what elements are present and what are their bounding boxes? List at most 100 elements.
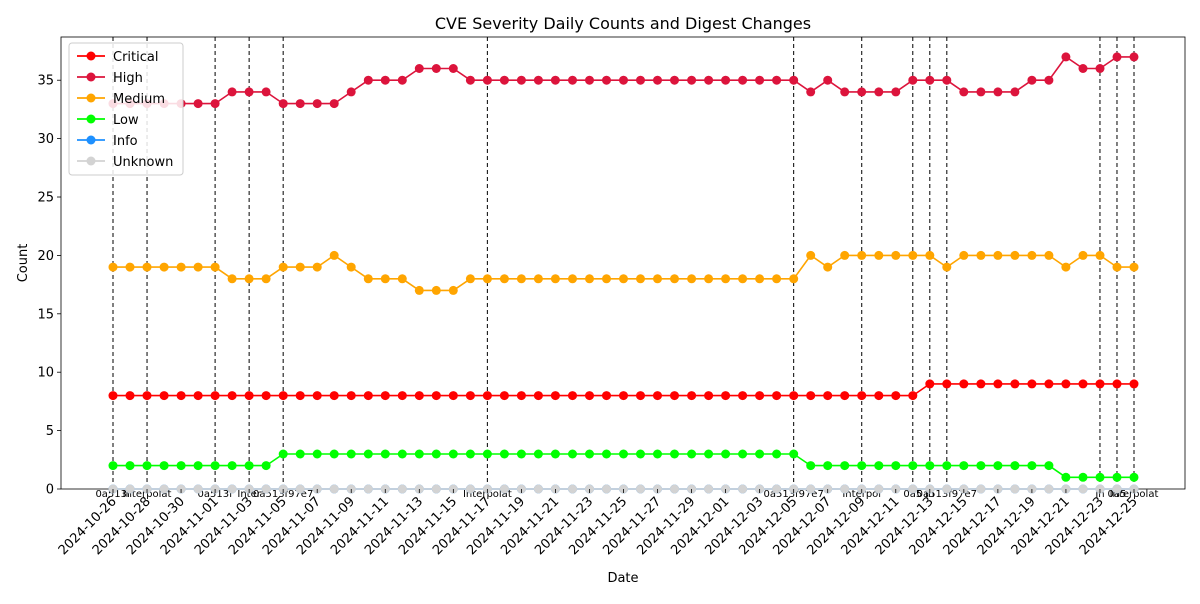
data-point bbox=[993, 250, 1003, 260]
legend-label: Medium bbox=[113, 92, 165, 107]
data-point bbox=[448, 285, 458, 295]
legend-label: Info bbox=[113, 134, 138, 149]
data-point bbox=[704, 391, 714, 401]
data-point bbox=[210, 262, 220, 272]
data-point bbox=[755, 274, 765, 284]
data-point bbox=[227, 274, 237, 284]
data-point bbox=[687, 274, 697, 284]
data-point bbox=[295, 391, 305, 401]
y-tick-label: 10 bbox=[37, 366, 54, 381]
data-point bbox=[176, 262, 186, 272]
digest-change-label: 0a513f97e7 bbox=[763, 489, 823, 500]
data-point bbox=[772, 391, 782, 401]
data-point bbox=[619, 75, 628, 85]
data-point bbox=[125, 262, 135, 272]
data-point bbox=[687, 75, 697, 85]
data-point bbox=[636, 75, 645, 85]
data-point bbox=[210, 461, 220, 471]
data-point bbox=[568, 449, 577, 459]
data-point bbox=[346, 449, 356, 459]
data-point bbox=[465, 484, 475, 494]
data-point bbox=[823, 75, 833, 85]
data-point bbox=[550, 274, 560, 284]
data-point bbox=[1044, 379, 1054, 389]
data-point bbox=[550, 391, 560, 401]
data-point bbox=[721, 391, 731, 401]
data-point bbox=[721, 75, 731, 85]
data-point bbox=[414, 64, 424, 73]
data-point bbox=[670, 75, 679, 85]
data-point bbox=[942, 461, 952, 471]
data-point bbox=[516, 449, 526, 459]
digest-change-label: In bbox=[1095, 489, 1104, 500]
data-point bbox=[908, 461, 918, 471]
data-point bbox=[516, 274, 526, 284]
data-point bbox=[772, 274, 782, 284]
data-point bbox=[346, 262, 356, 272]
data-point bbox=[1044, 484, 1054, 494]
data-point bbox=[142, 262, 152, 272]
legend-swatch-marker bbox=[86, 93, 96, 103]
data-point bbox=[619, 274, 628, 284]
data-point bbox=[772, 75, 782, 85]
data-point bbox=[346, 391, 356, 401]
data-point bbox=[159, 484, 169, 494]
data-point bbox=[210, 99, 220, 109]
data-point bbox=[789, 75, 799, 85]
data-point bbox=[380, 449, 390, 459]
legend-swatch-marker bbox=[86, 51, 96, 61]
digest-change-label: Interpol bbox=[842, 489, 881, 500]
data-point bbox=[550, 75, 560, 85]
data-point bbox=[176, 391, 186, 401]
data-point bbox=[210, 391, 220, 401]
y-axis-label: Count bbox=[16, 244, 31, 283]
data-point bbox=[261, 461, 271, 471]
data-point bbox=[908, 391, 918, 401]
data-point bbox=[397, 391, 407, 401]
data-point bbox=[1078, 250, 1088, 260]
data-point bbox=[448, 64, 458, 73]
data-point bbox=[1010, 461, 1020, 471]
data-point bbox=[193, 461, 203, 471]
y-tick-label: 5 bbox=[46, 424, 54, 439]
digest-change-label: In bbox=[925, 489, 934, 500]
data-point bbox=[840, 484, 850, 494]
data-point bbox=[585, 391, 594, 401]
data-point bbox=[602, 449, 611, 459]
data-point bbox=[738, 274, 748, 284]
data-point bbox=[772, 449, 782, 459]
data-point bbox=[125, 461, 135, 471]
data-point bbox=[108, 262, 118, 272]
data-point bbox=[193, 99, 203, 109]
data-point bbox=[295, 262, 305, 272]
data-point bbox=[1010, 379, 1020, 389]
data-point bbox=[329, 99, 339, 109]
data-point bbox=[312, 99, 322, 109]
data-point bbox=[414, 449, 424, 459]
data-point bbox=[244, 461, 254, 471]
data-point bbox=[942, 379, 952, 389]
legend-label: Critical bbox=[113, 50, 158, 65]
data-point bbox=[244, 391, 254, 401]
data-point bbox=[499, 75, 509, 85]
data-point bbox=[380, 391, 390, 401]
plot-area bbox=[60, 36, 1186, 490]
data-point bbox=[874, 484, 884, 494]
digest-change-label: 0a513f bbox=[95, 489, 131, 500]
legend-label: Unknown bbox=[113, 155, 173, 170]
data-point bbox=[806, 484, 816, 494]
data-point bbox=[448, 449, 458, 459]
data-point bbox=[363, 274, 373, 284]
data-point bbox=[533, 449, 543, 459]
data-point bbox=[636, 391, 645, 401]
data-point bbox=[414, 285, 424, 295]
data-point bbox=[840, 391, 850, 401]
data-point bbox=[397, 75, 407, 85]
data-point bbox=[976, 484, 986, 494]
data-point bbox=[670, 274, 679, 284]
data-point bbox=[227, 461, 237, 471]
legend-item-critical: Critical bbox=[77, 50, 158, 65]
data-point bbox=[925, 461, 935, 471]
data-point bbox=[227, 391, 237, 401]
